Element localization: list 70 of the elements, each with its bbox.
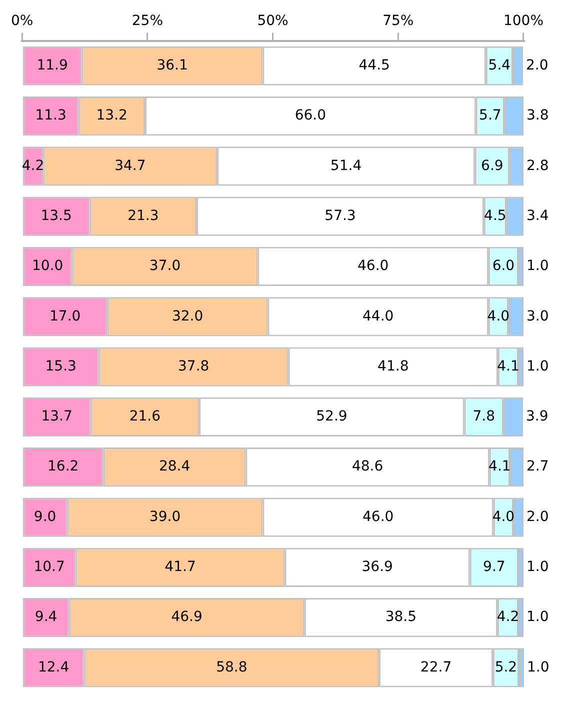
data-label: 5.2: [494, 659, 518, 676]
data-label: 37.0: [149, 258, 181, 274]
x-tick-label: 0%: [10, 13, 34, 30]
data-label: 21.3: [128, 208, 159, 224]
data-label: 2.0: [526, 508, 549, 525]
data-label: 6.9: [481, 158, 504, 174]
data-label: 4.1: [497, 358, 520, 374]
data-label: 17.0: [50, 308, 81, 324]
data-label: 32.0: [172, 308, 204, 324]
data-label: 10.0: [32, 258, 64, 274]
data-label: 3.9: [526, 408, 548, 425]
data-label: 58.8: [216, 659, 248, 676]
data-label: 22.7: [420, 659, 452, 676]
data-label: 46.0: [362, 508, 394, 525]
data-label: 6.0: [492, 258, 515, 274]
data-label: 39.0: [149, 508, 181, 525]
data-label: 9.0: [34, 508, 56, 525]
data-label: 4.5: [484, 208, 506, 224]
data-label: 44.0: [362, 308, 394, 324]
data-label: 37.8: [178, 358, 210, 374]
data-label: 13.5: [40, 208, 72, 224]
data-label: 4.0: [492, 508, 515, 525]
data-label: 16.2: [48, 458, 79, 475]
data-label: 13.2: [96, 108, 128, 124]
data-label: 44.5: [358, 58, 390, 74]
data-label: 36.1: [156, 58, 188, 74]
data-label: 57.3: [324, 208, 356, 224]
data-label: 7.8: [472, 408, 496, 425]
data-label: 13.7: [41, 408, 72, 425]
data-label: 36.9: [362, 559, 393, 576]
data-label: 52.9: [316, 408, 348, 425]
data-label: 51.4: [330, 158, 362, 174]
data-label: 1.0: [526, 609, 549, 626]
x-tick-label: 50%: [257, 13, 288, 30]
data-label: 5.7: [479, 108, 502, 124]
data-label: 11.9: [36, 58, 68, 74]
data-label: 5.4: [488, 58, 511, 74]
data-label: 4.1: [488, 458, 511, 475]
x-tick-label: 100%: [503, 13, 544, 30]
data-label: 34.7: [114, 158, 146, 174]
data-label: 28.4: [158, 458, 190, 475]
data-label: 1.0: [526, 358, 549, 374]
data-label: 9.7: [483, 559, 506, 576]
data-label: 41.8: [378, 358, 409, 374]
data-label: 4.0: [487, 308, 510, 324]
data-label: 9.4: [34, 609, 58, 626]
data-label: 11.3: [35, 108, 66, 124]
data-label: 3.0: [526, 308, 549, 324]
data-label: 4.2: [22, 158, 44, 174]
data-label: 10.7: [34, 559, 65, 576]
data-label: 1.0: [527, 659, 550, 676]
data-label: 38.5: [385, 609, 416, 626]
data-label: 46.0: [357, 258, 389, 274]
data-label: 2.7: [526, 458, 549, 475]
data-label: 1.0: [526, 258, 549, 274]
data-label: 2.8: [526, 158, 549, 174]
data-label: 15.3: [45, 358, 76, 374]
data-label: 48.6: [352, 458, 384, 475]
data-label: 41.7: [164, 559, 196, 576]
data-label: 12.4: [38, 659, 70, 676]
data-label: 3.4: [526, 208, 549, 224]
data-label: 46.9: [171, 609, 202, 626]
data-label: 21.6: [129, 408, 161, 425]
x-tick-label: 75%: [382, 13, 414, 30]
data-label: 66.0: [294, 108, 326, 124]
data-label: 2.0: [526, 58, 548, 74]
data-label: 1.0: [526, 559, 549, 576]
data-label: 4.2: [496, 609, 520, 626]
x-tick-label: 25%: [132, 13, 164, 30]
data-label: 3.8: [526, 108, 549, 124]
